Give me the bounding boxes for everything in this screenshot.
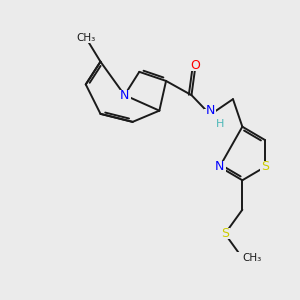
Text: H: H [215, 119, 224, 129]
Bar [220, 228, 230, 239]
Text: O: O [190, 59, 200, 72]
Bar [118, 89, 130, 101]
Bar [204, 109, 216, 120]
Bar [260, 161, 271, 172]
Bar [191, 60, 200, 71]
Bar [77, 32, 94, 43]
Text: CH₃: CH₃ [242, 253, 262, 263]
Text: CH₃: CH₃ [76, 33, 95, 43]
Text: N: N [215, 160, 224, 173]
Text: S: S [261, 160, 269, 173]
Text: N: N [206, 104, 215, 117]
Bar [234, 252, 251, 263]
Bar [214, 161, 226, 172]
Text: N: N [120, 88, 129, 102]
Text: S: S [221, 227, 229, 240]
